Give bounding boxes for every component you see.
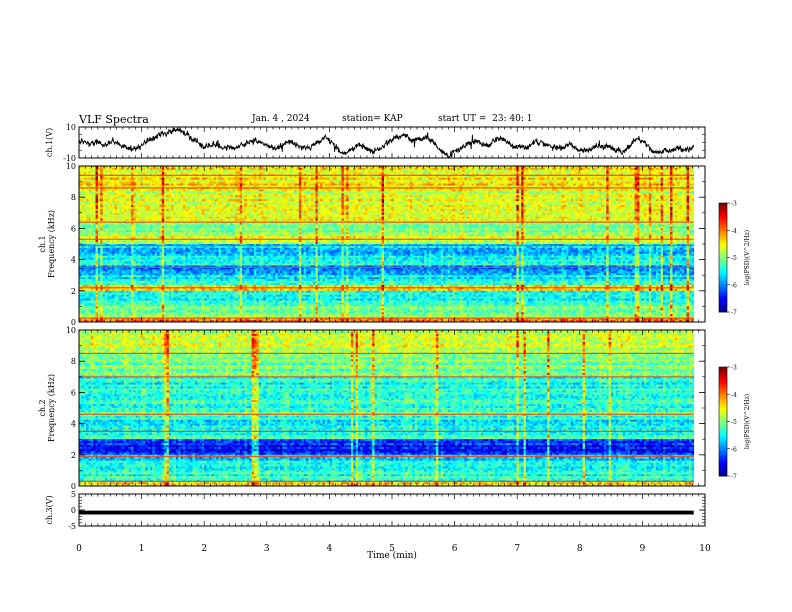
ch1-spectrogram-ytick-label: 0 [71,318,76,327]
ch1-spectrogram-ytick-label: 6 [71,224,76,233]
ch2-spectrogram-ylabel-frequency: Frequency (kHz) [47,374,56,442]
ch2-spectrogram-ytick-label: 6 [71,388,76,397]
ch1-spectrogram-colorbar-tick-label: -6 [731,282,737,289]
ch1-spectrogram-image [79,166,695,323]
ch2-spectrogram-colorbar-tick-label: -5 [731,419,737,426]
x-tick-label: 5 [389,544,395,554]
x-tick-label: 6 [452,544,458,554]
chart-title: VLF Spectra [79,113,149,126]
x-tick-label: 4 [327,544,333,554]
ch1-spectrogram-ytick-label: 8 [71,193,76,202]
ch1-spectrogram-ytick-label: 4 [71,256,76,265]
ch1-ytick-label: -10 [63,154,76,163]
ch1-spectrogram-ytick-label: 10 [66,162,76,171]
ch1-spectrogram-colorbar [719,203,727,313]
ch1-spectrogram-ylabel-frequency: Frequency (kHz) [47,210,56,278]
ch2-spectrogram-colorbar-label: log(PSD)(V^2/Hz) [744,394,751,449]
ch2-spectrogram-colorbar-tick-label: -4 [731,392,737,399]
station-label: station= KAP [342,114,403,124]
ch2-spectrogram-colorbar-tick-label: -7 [731,474,737,481]
x-tick-label: 3 [264,544,270,554]
ch1-ylabel: ch.1(V) [45,128,54,157]
ch3-ylabel: ch.3(V) [45,495,54,524]
x-tick-label: 0 [76,544,82,554]
start-time-label: start UT = 23: 40: 1 [438,114,533,124]
ch1-spectrogram-colorbar-tick-label: -3 [731,201,737,208]
ch3-ytick-label: 5 [71,490,76,499]
ch2-spectrogram-ytick-label: 10 [66,326,76,335]
ch3-trace [79,510,694,515]
ch2-spectrogram-ytick-label: 2 [71,451,76,460]
x-tick-label: 10 [699,544,711,554]
x-tick-label: 9 [640,544,646,554]
ch2-spectrogram-ylabel-channel: ch.2 [38,399,47,416]
x-tick-label: 2 [201,544,207,554]
ch2-spectrogram-ytick-label: 0 [71,482,76,491]
ch1-waveform [78,126,695,158]
ch2-spectrogram-colorbar-tick-label: -3 [731,365,737,372]
ch2-spectrogram-ytick-label: 4 [71,420,76,429]
ch1-spectrogram-colorbar-label: log(PSD)(V^2/Hz) [744,230,751,285]
ch1-spectrogram-colorbar-tick-label: -4 [731,228,737,235]
ch1-spectrogram-ylabel-channel: ch.1 [38,235,47,252]
x-axis-label: Time (min) [367,550,417,561]
ch2-spectrogram-image [79,330,695,487]
x-tick-label: 1 [139,544,145,554]
ch1-spectrogram-ytick-label: 2 [71,287,76,296]
ch3-ytick-label: -5 [68,522,76,531]
date-label: Jan. 4 , 2024 [252,114,310,124]
ch2-spectrogram-ytick-label: 8 [71,357,76,366]
ch1-spectrogram-colorbar-tick-label: -5 [731,255,737,262]
ch2-spectrogram-colorbar [719,367,727,477]
ch1-spectrogram-colorbar-tick-label: -7 [731,310,737,317]
x-tick-label: 7 [514,544,520,554]
ch2-spectrogram-colorbar-tick-label: -6 [731,446,737,453]
ch1-ytick-label: 10 [66,123,76,132]
x-tick-label: 8 [577,544,583,554]
ch3-ytick-label: 0 [71,506,76,515]
